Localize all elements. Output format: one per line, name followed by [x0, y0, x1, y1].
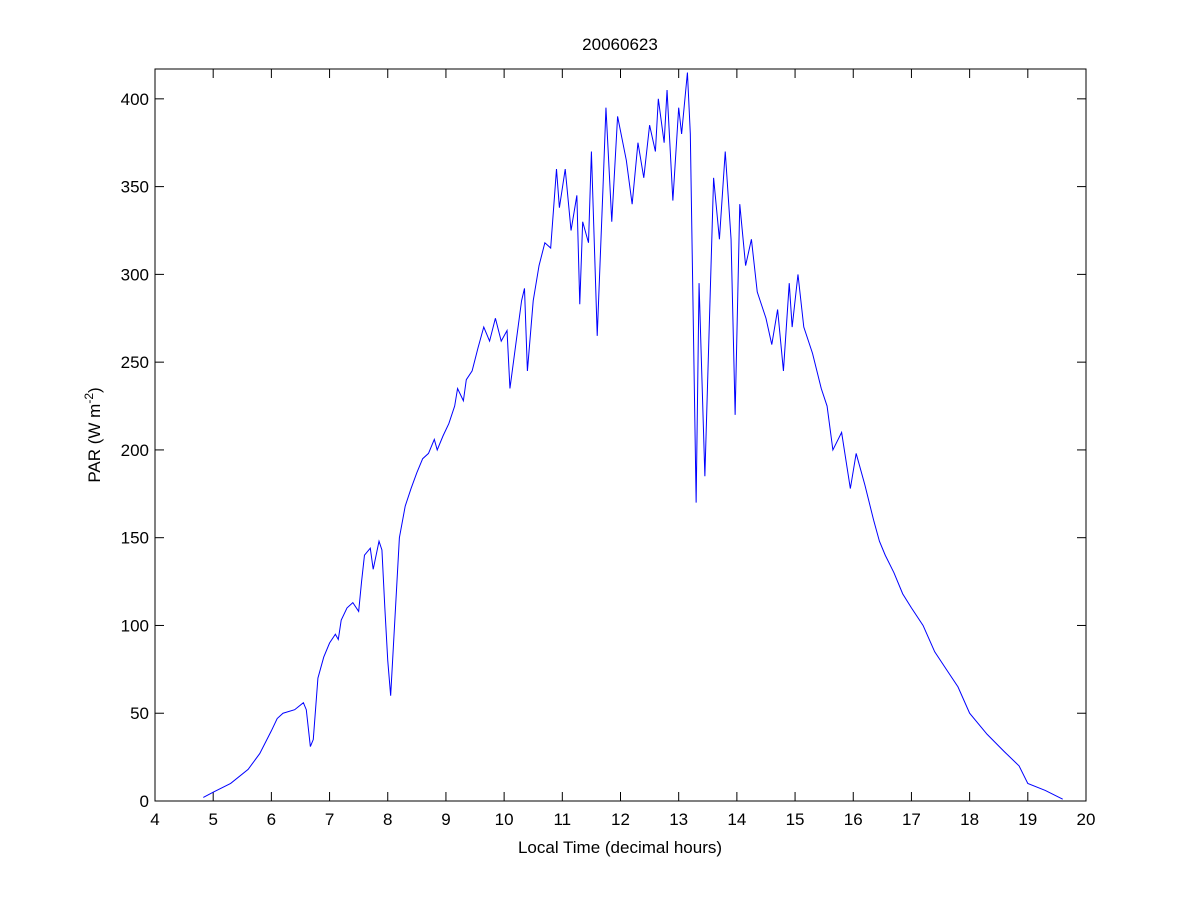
- x-tick-label: 13: [669, 810, 688, 829]
- x-tick-label: 9: [441, 810, 450, 829]
- y-tick-label: 0: [140, 792, 149, 811]
- y-tick-label: 300: [121, 265, 149, 284]
- y-axis-label: PAR (W m-2): [82, 387, 104, 482]
- y-tick-label: 150: [121, 529, 149, 548]
- x-tick-label: 5: [208, 810, 217, 829]
- x-tick-label: 20: [1077, 810, 1096, 829]
- x-tick-label: 14: [727, 810, 746, 829]
- y-tick-label: 250: [121, 353, 149, 372]
- x-tick-label: 16: [844, 810, 863, 829]
- y-axis-label-text: ): [85, 387, 104, 393]
- y-tick-label: 350: [121, 178, 149, 197]
- y-axis-label-text: PAR (W m: [85, 404, 104, 483]
- x-tick-label: 17: [902, 810, 921, 829]
- y-tick-label: 50: [130, 704, 149, 723]
- x-tick-label: 10: [495, 810, 514, 829]
- x-tick-label: 19: [1018, 810, 1037, 829]
- x-tick-label: 7: [325, 810, 334, 829]
- y-tick-label: 200: [121, 441, 149, 460]
- x-tick-label: 18: [960, 810, 979, 829]
- y-tick-label: 400: [121, 90, 149, 109]
- plot-area: [154, 68, 1087, 802]
- y-axis-label-superscript: -2: [82, 393, 96, 404]
- x-tick-label: 12: [611, 810, 630, 829]
- y-tick-label: 100: [121, 616, 149, 635]
- x-tick-label: 11: [553, 810, 571, 829]
- x-tick-label: 4: [150, 810, 159, 829]
- x-tick-label: 15: [786, 810, 805, 829]
- chart-title: 20060623: [582, 35, 658, 54]
- data-line: [203, 72, 1063, 800]
- x-tick-label: 8: [383, 810, 392, 829]
- x-tick-label: 6: [267, 810, 276, 829]
- x-axis-label: Local Time (decimal hours): [518, 838, 722, 857]
